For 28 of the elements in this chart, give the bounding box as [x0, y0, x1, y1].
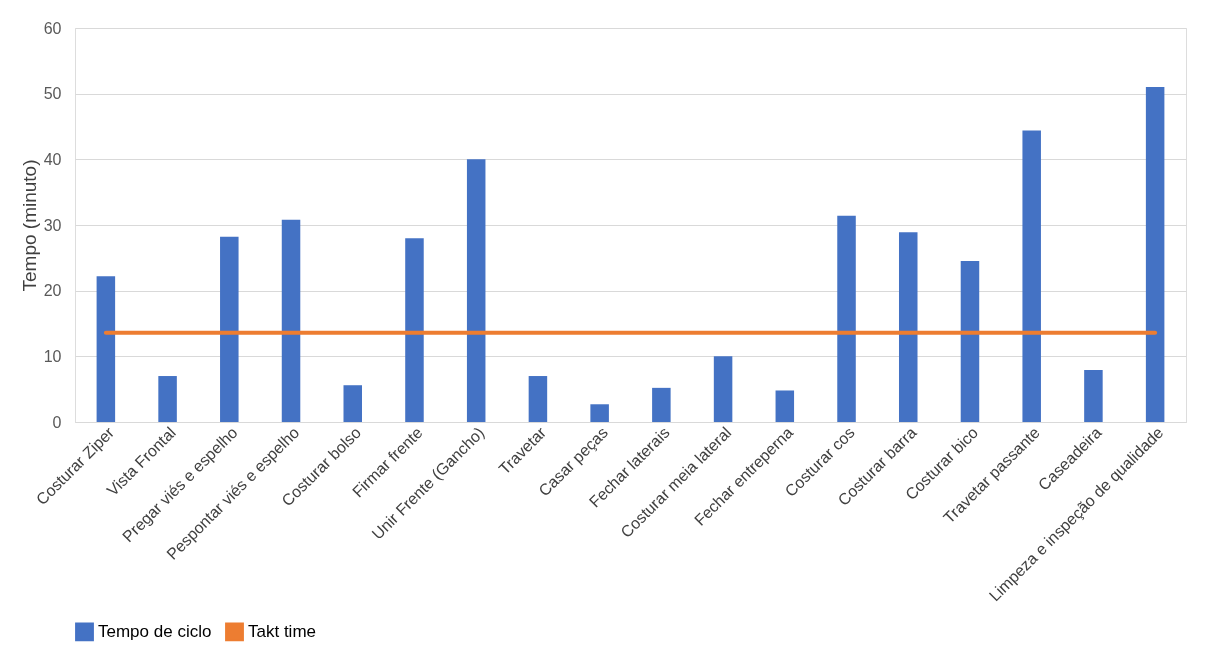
y-tick-label: 0: [52, 413, 62, 431]
y-tick-label: 10: [43, 347, 62, 365]
bar: [405, 238, 424, 422]
bar: [775, 390, 795, 422]
bar: [220, 236, 239, 422]
bar: [1145, 87, 1165, 422]
legend-label: Takt time: [248, 621, 317, 641]
bar: [590, 404, 609, 422]
bar: [652, 387, 671, 422]
bar: [281, 219, 301, 422]
y-tick-label: 40: [43, 150, 62, 168]
y-tick-label: 20: [43, 282, 62, 300]
y-tick-label: 30: [43, 216, 62, 234]
bar: [158, 376, 177, 422]
bar: [528, 376, 548, 422]
bar: [96, 276, 116, 422]
y-tick-label: 50: [43, 85, 62, 103]
bar: [1084, 370, 1103, 422]
bar: [713, 356, 733, 422]
bar: [960, 261, 980, 422]
y-tick-label: 60: [43, 19, 62, 37]
y-axis-title: Tempo (minuto): [18, 159, 40, 292]
bar: [837, 215, 856, 422]
bar: [898, 232, 918, 422]
bar: [466, 159, 486, 422]
bar: [343, 385, 363, 422]
bar: [1022, 130, 1041, 422]
legend-label: Tempo de ciclo: [98, 621, 212, 641]
